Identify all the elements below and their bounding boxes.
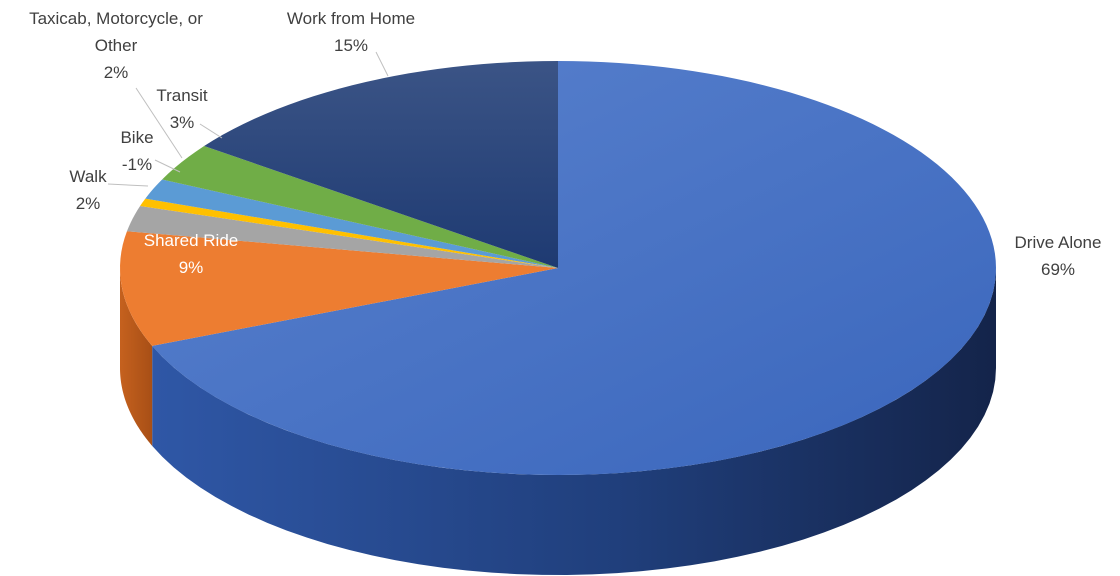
slice-drive-alone-value-label: 69% <box>1041 260 1075 279</box>
slice-transit-leader-line <box>199 123 223 139</box>
slice-work-from-home-leader-line <box>375 51 389 77</box>
pie-slice-bike <box>140 198 558 268</box>
pie-side-shared-ride <box>120 268 153 446</box>
slice-taxicab-motorcycle-or-other-value-label: 2% <box>104 63 129 82</box>
slice-walk-name-label: Walk <box>69 167 107 186</box>
pie-slice-shared-ride <box>120 231 558 346</box>
slice-work-from-home-value-label: 15% <box>334 36 368 55</box>
slice-taxicab-motorcycle-or-other-leader-line <box>135 87 183 159</box>
slice-walk-value-label: 2% <box>76 194 101 213</box>
slice-walk-leader-line <box>107 183 149 187</box>
slice-transit-value-label: 3% <box>170 113 195 132</box>
slice-bike-value-label: -1% <box>122 155 152 174</box>
slice-shared-ride-name-label: Shared Ride <box>144 231 239 250</box>
slice-work-from-home-name-label: Work from Home <box>287 9 415 28</box>
pie-slice-taxicab-motorcycle-or-other <box>145 179 558 268</box>
slice-drive-alone-name-label: Drive Alone <box>1015 233 1102 252</box>
slice-bike-leader-line <box>154 159 181 173</box>
pie-slice-transit <box>162 146 559 268</box>
pie-slice-walk <box>126 206 558 268</box>
pie-slice-work-from-home <box>204 61 558 268</box>
slice-shared-ride-value-label: 9% <box>179 258 204 277</box>
slice-taxicab-motorcycle-or-other-name-label-line-2: Other <box>95 36 138 55</box>
slice-transit-name-label: Transit <box>156 86 208 105</box>
pie-side-drive-alone <box>152 268 997 575</box>
slice-taxicab-motorcycle-or-other-name-label-line-1: Taxicab, Motorcycle, or <box>29 9 203 28</box>
slice-bike-name-label: Bike <box>120 128 153 147</box>
pie-slice-drive-alone <box>152 61 997 475</box>
